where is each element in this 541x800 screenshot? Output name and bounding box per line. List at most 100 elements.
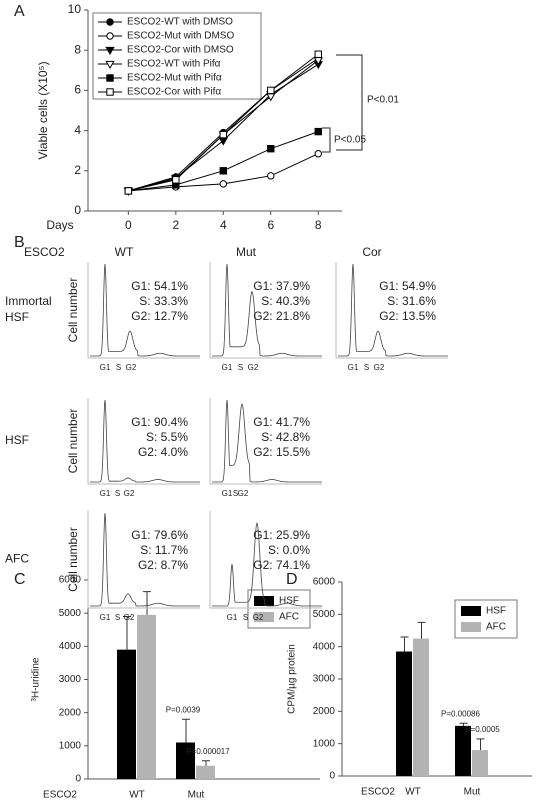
x-tick-label: 8	[315, 218, 322, 232]
y-tick-label: 5000	[59, 608, 82, 619]
phase-stat: G2: 13.5%	[379, 309, 436, 323]
y-tick-label: 10	[68, 2, 82, 16]
y-axis-label: Cell number	[66, 409, 80, 474]
column-label: Mut	[236, 245, 257, 259]
x-axis-label: ESCO2	[43, 790, 77, 800]
marker	[124, 187, 133, 195]
annotation: P=0.0005	[465, 725, 500, 734]
phase-stat: S: 11.7%	[140, 543, 188, 557]
phase-tick-label: S	[243, 613, 248, 622]
phase-tick-label: G2	[124, 489, 135, 498]
phase-stat: G1: 54.9%	[379, 279, 436, 293]
legend-label: ESCO2-Mut with DMSO	[127, 31, 234, 42]
phase-stat: G1: 90.4%	[131, 415, 188, 429]
bracket	[336, 54, 363, 151]
row-label: AFC	[5, 552, 29, 566]
x-tick-label: Mut	[464, 787, 481, 798]
marker	[267, 172, 275, 180]
phase-stat: G1: 37.9%	[253, 279, 310, 293]
y-tick-label: 8	[74, 42, 81, 56]
x-axis-label: ESCO2	[361, 787, 395, 798]
error-bar	[400, 636, 409, 652]
y-axis-label: ³H-uridine	[31, 657, 42, 701]
phase-stat: G1: 25.9%	[253, 528, 310, 542]
phase-stat: S: 31.6%	[387, 294, 436, 308]
phase-stat: S: 40.3%	[261, 294, 310, 308]
marker	[267, 86, 275, 95]
phase-tick-label: G2	[248, 363, 259, 372]
marker	[314, 127, 322, 136]
legend-marker	[105, 46, 115, 56]
y-tick-label: 4	[74, 123, 81, 137]
column-label: WT	[115, 245, 134, 259]
plot-frame	[209, 511, 322, 609]
phase-stat: S: 42.8%	[261, 430, 310, 444]
phase-tick-label: G1	[100, 613, 111, 622]
plot-frame	[87, 262, 200, 359]
y-tick-label: 1000	[313, 738, 336, 749]
phase-stat: G2: 21.8%	[253, 309, 310, 323]
legend-marker	[106, 74, 114, 82]
phase-tick-label: S	[233, 489, 238, 498]
annotation: P<0.05	[334, 135, 366, 146]
y-tick-label: 3000	[313, 674, 336, 685]
phase-stat: G1: 54.1%	[131, 279, 188, 293]
legend-label: ESCO2-WT with DMSO	[127, 17, 233, 28]
row-label: Immortal	[5, 294, 52, 308]
x-tick-label: 0	[125, 218, 132, 232]
panel-letter: D	[286, 571, 298, 588]
y-axis-label: Viable cells (X10⁵)	[36, 61, 50, 159]
legend-marker	[105, 60, 115, 70]
marker	[314, 50, 322, 58]
bar	[196, 765, 215, 779]
marker	[314, 150, 322, 158]
annotation: P=0.000017	[186, 747, 230, 756]
legend-swatch	[461, 622, 481, 632]
legend-label: HSF	[279, 596, 299, 607]
phase-tick-label: S	[115, 489, 120, 498]
x-tick-label: 2	[172, 218, 179, 232]
x-tick-label: WT	[129, 790, 145, 800]
y-tick-label: 1000	[59, 740, 82, 751]
y-tick-label: 4000	[313, 641, 336, 652]
plot-frame	[87, 511, 200, 609]
bar	[396, 651, 412, 776]
phase-tick-label: G1	[100, 363, 111, 372]
phase-stat: G1: 41.7%	[253, 415, 310, 429]
phase-stat: G2: 74.1%	[253, 558, 310, 572]
bar	[137, 614, 156, 779]
legend-label: AFC	[486, 622, 506, 633]
column-label: Cor	[362, 245, 381, 259]
phase-tick-label: G1	[222, 363, 233, 372]
y-tick-label: 6	[74, 83, 81, 97]
phase-tick-label: G2	[374, 363, 385, 372]
row-label: HSF	[5, 310, 29, 324]
panel-letter: C	[14, 571, 26, 588]
annotation: P<0.01	[367, 95, 399, 106]
phase-tick-label: G2	[124, 613, 135, 622]
x-tick-label: 4	[220, 218, 227, 232]
histogram-curve	[90, 399, 200, 483]
marker	[219, 130, 228, 139]
phase-stat: S: 5.5%	[146, 430, 188, 444]
phase-tick-label: G2	[238, 489, 249, 498]
phase-tick-label: S	[238, 363, 243, 372]
row-label: HSF	[5, 433, 29, 447]
bar	[117, 649, 136, 779]
error-bar	[143, 591, 151, 615]
y-tick-label: 2000	[59, 707, 82, 718]
phase-stat: G2: 12.7%	[131, 309, 188, 323]
panel-letter: A	[14, 3, 25, 20]
histogram-curve	[212, 522, 322, 607]
legend-marker	[106, 32, 114, 40]
marker	[172, 176, 180, 184]
legend-label: ESCO2-WT with Pifα	[127, 59, 221, 70]
bracket	[322, 127, 331, 153]
annotation: P=0.0039	[166, 705, 201, 714]
y-tick-label: 2000	[313, 706, 336, 717]
plot-frame	[209, 262, 322, 359]
phase-tick-label: G1	[222, 489, 233, 498]
plot-frame	[87, 398, 200, 485]
y-axis-label: Cell number	[66, 527, 80, 592]
